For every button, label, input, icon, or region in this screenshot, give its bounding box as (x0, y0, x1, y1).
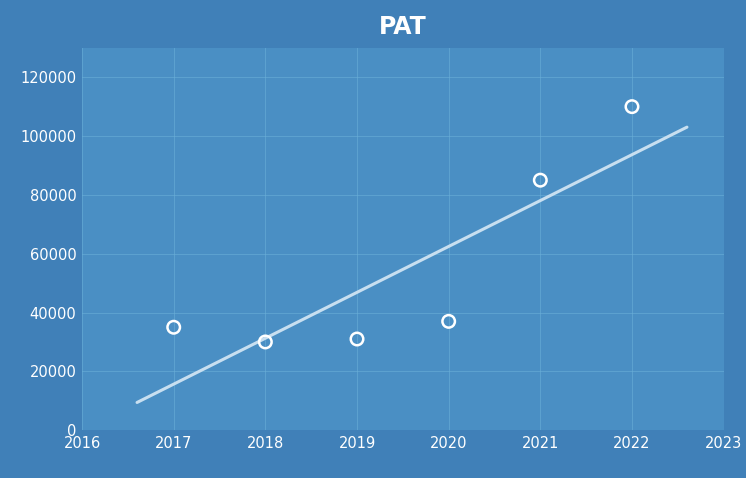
Point (442, 317, 454, 325)
Title: PAT: PAT (379, 15, 427, 39)
Point (168, 324, 180, 331)
Point (260, 338, 272, 346)
Point (626, 103, 638, 110)
Point (351, 335, 363, 343)
Point (534, 176, 546, 184)
